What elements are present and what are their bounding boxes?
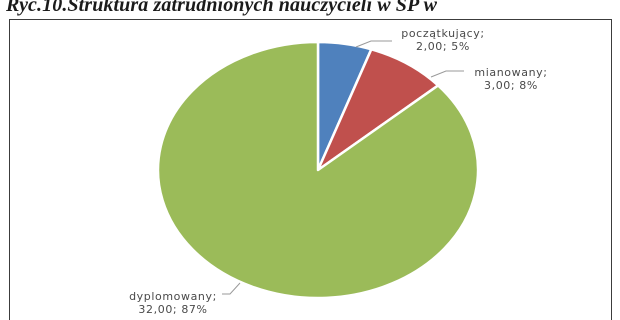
slice-value-label: 32,00; 87% — [138, 303, 207, 316]
leader-line-mianowany — [430, 70, 464, 78]
figure-caption: Ryc.10.Struktura zatrudnionych nauczycie… — [6, 0, 438, 16]
slice-name-label: dyplomowany; — [129, 290, 217, 303]
chart-frame: początkujący; 2,00; 5% mianowany; 3,00; 8% d… — [9, 19, 612, 320]
leader-line-początkujący — [355, 40, 392, 48]
slice-name-label: mianowany; — [474, 66, 547, 79]
pie-chart: początkujący;2,00; 5% mianowany;3,00; 8% d… — [129, 27, 547, 316]
slice-value-label: 3,00; 8% — [484, 79, 538, 92]
pie-slice-dyplomowany — [156, 40, 480, 300]
slice-name-label: początkujący; — [401, 27, 484, 40]
slice-value-label: 2,00; 5% — [416, 40, 470, 53]
leader-line-dyplomowany — [222, 282, 241, 295]
